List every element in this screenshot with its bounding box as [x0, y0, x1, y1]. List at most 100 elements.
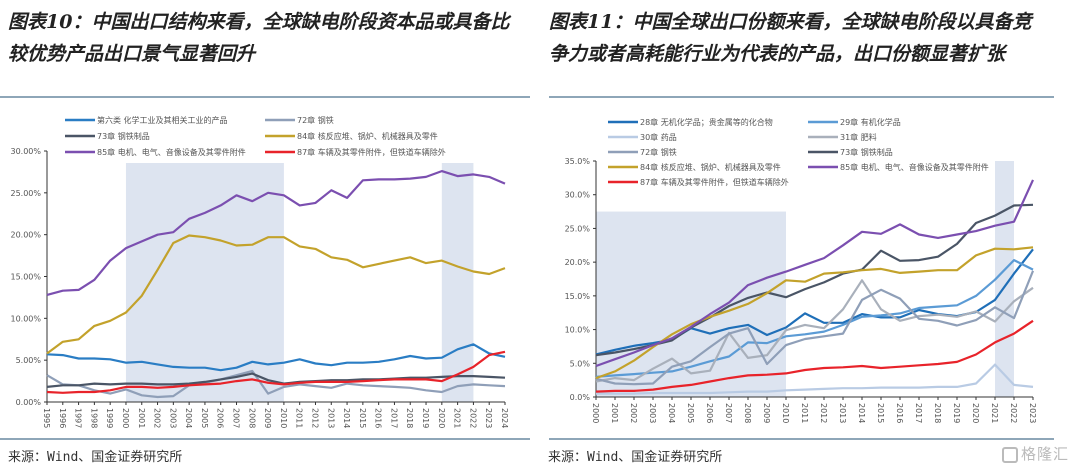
series-line-0	[46, 343, 506, 372]
x-tick-label: 2015	[358, 408, 367, 428]
x-tick-label: 2002	[153, 408, 162, 428]
y-tick-label: 30.00%	[10, 147, 41, 156]
y-tick-label: 0.00%	[16, 398, 42, 407]
x-tick-label: 2007	[232, 408, 241, 428]
series-line-8	[595, 319, 1034, 393]
x-tick-label: 2004	[184, 408, 193, 428]
x-tick-label: 2022	[1009, 403, 1018, 423]
watermark-logo-icon	[1002, 447, 1018, 463]
x-tick-label: 2021	[453, 408, 462, 428]
series-line-1	[595, 259, 1034, 378]
x-tick-label: 2001	[610, 403, 619, 423]
y-tick-label: 5.00%	[16, 356, 42, 365]
x-tick-label: 2023	[1028, 403, 1037, 423]
legend-label-6: 84章 核反应堆、锅炉、机械器具及零件	[640, 162, 781, 172]
x-tick-label: 2015	[876, 403, 885, 423]
x-tick-label: 2021	[990, 403, 999, 423]
legend-label-8: 87章 车辆及其零件附件，但铁道车辆除外	[640, 177, 789, 187]
legend-label-5: 87章 车辆及其零件附件，但铁道车辆除外	[297, 147, 446, 157]
x-tick-label: 2000	[121, 408, 130, 428]
shaded-period-0	[596, 211, 786, 397]
y-tick-label: 20.0%	[565, 258, 591, 267]
x-tick-label: 2020	[971, 403, 980, 423]
legend-label-4: 72章 钢铁	[640, 147, 677, 157]
x-tick-label: 2018	[933, 403, 942, 423]
x-tick-label: 2020	[437, 408, 446, 428]
x-tick-label: 2007	[724, 403, 733, 423]
legend-label-4: 85章 电机、电气、音像设备及其零件附件	[97, 147, 246, 157]
shaded-period-1	[441, 163, 474, 402]
x-tick-label: 2023	[484, 408, 493, 428]
y-tick-label: 25.00%	[10, 189, 41, 198]
x-tick-label: 2022	[468, 408, 477, 428]
legend-label-1: 29章 有机化学品	[840, 117, 901, 127]
legend-label-2: 73章 钢铁制品	[97, 131, 150, 141]
x-tick-label: 2000	[591, 403, 600, 423]
series-line-4	[46, 170, 506, 296]
legend-label-0: 第六类 化学工业及其相关工业的产品	[97, 115, 228, 125]
x-tick-label: 2006	[216, 408, 225, 428]
watermark: 格隆汇	[1002, 443, 1069, 464]
x-tick-label: 2013	[838, 403, 847, 423]
x-tick-label: 2018	[405, 408, 414, 428]
y-tick-label: 5.0%	[570, 359, 591, 368]
shaded-period-1	[995, 161, 1014, 397]
x-tick-label: 2019	[421, 408, 430, 428]
x-tick-label: 2016	[374, 408, 383, 428]
x-tick-label: 2010	[781, 403, 790, 423]
divider-bottom-left	[0, 438, 530, 440]
x-tick-label: 2008	[743, 403, 752, 423]
x-tick-label: 2003	[168, 408, 177, 428]
x-tick-label: 1999	[105, 408, 114, 428]
line-chart-export-share: 0.0% 5.0% 10.0% 15.0% 20.0% 25.0% 30.0% 35.0% 20…	[565, 117, 1037, 423]
x-tick-label: 2011	[295, 408, 304, 428]
y-tick-label: 30.0%	[565, 191, 591, 200]
x-tick-label: 2019	[952, 403, 961, 423]
y-tick-label: 25.0%	[565, 224, 591, 233]
divider-top-left	[0, 96, 530, 98]
x-tick-label: 2006	[705, 403, 714, 423]
legend-label-0: 28章 无机化学品；贵金属等的化合物	[640, 117, 773, 127]
x-tick-label: 2016	[895, 403, 904, 423]
x-tick-label: 1998	[89, 408, 98, 428]
x-tick-label: 2011	[800, 403, 809, 423]
x-tick-label: 1995	[42, 408, 51, 428]
line-chart-export-structure: 0.00% 5.00% 10.00% 15.00% 20.00% 25.00% 30.00%…	[10, 115, 509, 428]
y-tick-label: 10.0%	[565, 326, 591, 335]
divider-bottom-right	[549, 438, 1054, 440]
chart-title-left: 图表10：中国出口结构来看，全球缺电阶段资本品或具备比较优势产品出口景气显著回升	[8, 11, 510, 65]
series-line-4	[595, 270, 1035, 386]
x-tick-label: 2002	[629, 403, 638, 423]
x-tick-label: 2013	[326, 408, 335, 428]
x-tick-label: 2001	[137, 408, 146, 428]
x-tick-label: 2017	[914, 403, 923, 423]
x-tick-label: 2012	[819, 403, 828, 423]
legend-label-3: 31章 肥料	[840, 132, 877, 142]
legend-label-2: 30章 药品	[640, 132, 677, 142]
series-line-2	[596, 363, 1034, 395]
series-line-5	[595, 203, 1034, 357]
y-tick-label: 15.0%	[565, 292, 591, 301]
series-line-2	[46, 372, 506, 388]
x-tick-label: 2009	[762, 403, 771, 423]
x-tick-label: 2010	[279, 408, 288, 428]
x-tick-label: 2005	[686, 403, 695, 423]
y-tick-label: 10.00%	[10, 314, 41, 323]
chart-title-right: 图表11：中国全球出口份额来看，全球缺电阶段以具备竞争力或者高耗能行业为代表的产…	[549, 11, 1032, 65]
series-line-3	[46, 234, 506, 355]
x-tick-label: 2012	[310, 408, 319, 428]
x-tick-label: 1996	[58, 408, 67, 428]
series-line-7	[595, 179, 1035, 368]
x-tick-label: 2017	[389, 408, 398, 428]
watermark-text: 格隆汇	[1021, 445, 1070, 463]
legend-label-5: 73章 钢铁制品	[840, 147, 893, 157]
legend-label-3: 84章 核反应堆、锅炉、机械器具及零件	[297, 131, 438, 141]
legend-label-1: 72章 钢铁	[297, 115, 334, 125]
y-tick-label: 0.0%	[570, 393, 591, 402]
legend-label-7: 85章 电机、电气、音像设备及其零件附件	[840, 162, 989, 172]
x-tick-label: 2024	[500, 408, 509, 428]
x-tick-label: 2003	[648, 403, 657, 423]
y-tick-label: 20.00%	[10, 231, 41, 240]
source-note-right: 来源：Wind、国金证券研究所	[548, 450, 723, 465]
x-tick-label: 2004	[667, 403, 676, 423]
